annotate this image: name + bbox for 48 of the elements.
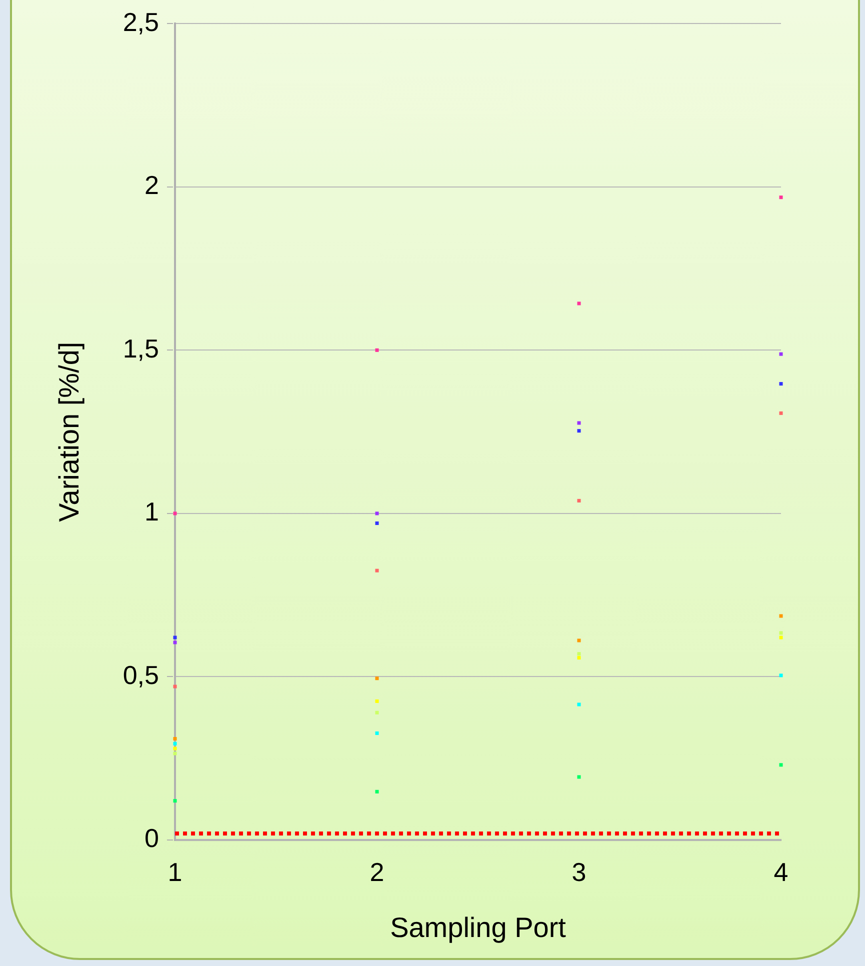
- point: [779, 674, 783, 678]
- y-axis-title: Variation [%/d]: [54, 342, 85, 522]
- y-tick-label: 0: [144, 823, 159, 854]
- point: [173, 799, 177, 803]
- point: [779, 763, 783, 767]
- point: [375, 512, 379, 516]
- point: [577, 702, 581, 706]
- point: [577, 775, 581, 779]
- x-tick-label: 3: [572, 856, 586, 887]
- point: [577, 652, 581, 656]
- point: [375, 790, 379, 794]
- point: [375, 521, 379, 526]
- point: [375, 568, 379, 572]
- point: [375, 348, 379, 352]
- point: [779, 382, 783, 386]
- point: [375, 699, 379, 703]
- y-tick-label: 2: [144, 170, 159, 200]
- point: [173, 742, 177, 746]
- point: [375, 676, 379, 680]
- point: [577, 429, 581, 433]
- point: [375, 710, 379, 714]
- y-tick-label: 0,5: [122, 660, 159, 690]
- y-tick-label: 1,5: [122, 333, 159, 364]
- point: [779, 636, 783, 640]
- point: [173, 746, 177, 750]
- point: [375, 731, 379, 735]
- point: [173, 636, 177, 640]
- point: [779, 631, 783, 635]
- y-tick-label: 1: [144, 496, 159, 527]
- point: [577, 421, 581, 425]
- point: [577, 302, 581, 306]
- x-tick-label: 1: [168, 856, 182, 887]
- point: [173, 737, 177, 741]
- point: [173, 512, 177, 516]
- x-tick-label: 2: [370, 856, 384, 887]
- point: [577, 638, 581, 642]
- point: [779, 196, 783, 200]
- point: [173, 752, 177, 756]
- point: [173, 640, 177, 644]
- point: [779, 614, 783, 618]
- point: [577, 498, 581, 502]
- x-axis-title: Sampling Port: [390, 912, 566, 943]
- point: [779, 352, 783, 356]
- point: [779, 411, 783, 415]
- point: [577, 656, 581, 660]
- point: [173, 684, 177, 688]
- x-tick-label: 4: [774, 856, 788, 887]
- y-tick-label: 2,5: [122, 6, 159, 37]
